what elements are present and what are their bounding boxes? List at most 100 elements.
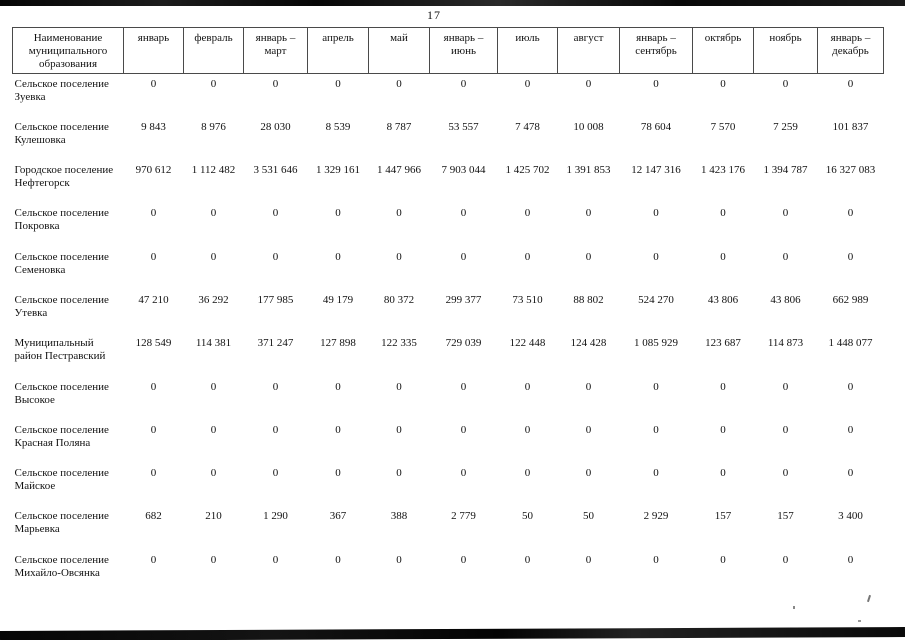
value-cell: 0 <box>150 380 157 393</box>
value-cell: 0 <box>150 467 157 480</box>
table-row: Сельское поселение Зуевка 0 0 0 0 0 0 0 0 0 0 0 0 <box>13 74 884 117</box>
value-cell: 0 <box>585 467 592 480</box>
value-cell: 7 570 <box>710 120 736 133</box>
value-cell: 28 030 <box>260 120 291 133</box>
value-cell: 157 <box>714 510 732 523</box>
value-cell: 0 <box>847 553 854 566</box>
value-cell: 0 <box>396 423 402 436</box>
value-cell: 0 <box>150 207 157 220</box>
value-cell: 0 <box>335 78 341 90</box>
value-cell: 9 843 <box>141 120 166 133</box>
value-cell: 0 <box>335 207 341 220</box>
value-cell: 0 <box>335 423 341 436</box>
value-cell: 0 <box>585 78 592 90</box>
value-cell: 0 <box>210 207 217 220</box>
value-cell: 3 400 <box>838 510 863 523</box>
value-cell: 1 290 <box>263 510 288 523</box>
value-cell: 0 <box>396 380 402 393</box>
value-cell: 12 147 316 <box>631 164 681 177</box>
scan-edge-top <box>0 0 905 6</box>
value-cell: 0 <box>272 467 279 480</box>
value-cell: 0 <box>210 467 217 480</box>
value-cell: 0 <box>782 467 789 480</box>
value-cell: 157 <box>777 510 794 523</box>
column-header: январь <box>123 27 184 74</box>
value-cell: 0 <box>782 380 789 393</box>
value-cell: 0 <box>585 423 592 436</box>
column-header: май <box>368 27 430 74</box>
table-row: Сельское поселение Кулешовка 9 843 8 976 28… <box>13 117 884 160</box>
value-cell: 1 085 929 <box>634 337 678 350</box>
value-cell: 128 549 <box>135 337 172 350</box>
value-cell: 0 <box>524 250 531 263</box>
value-cell: 0 <box>272 207 279 220</box>
value-cell: 0 <box>150 78 157 90</box>
scan-noise-mark <box>866 594 872 603</box>
value-cell: 1 391 853 <box>566 164 611 177</box>
value-cell: 367 <box>329 510 347 523</box>
value-cell: 0 <box>524 380 531 393</box>
scan-edge-bottom <box>0 627 905 640</box>
value-cell: 7 259 <box>773 120 798 133</box>
value-cell: 0 <box>782 78 789 90</box>
value-cell: 0 <box>210 423 217 436</box>
table-row: Сельское поселение Майское 0 0 0 0 0 0 0 0 0 0 0 0 <box>13 463 884 506</box>
value-cell: 123 687 <box>705 337 741 350</box>
municipality-name: Сельское поселение Михайло-Овсянка <box>14 553 109 579</box>
value-cell: 88 802 <box>573 293 604 306</box>
municipality-name: Сельское поселение Высокое <box>14 380 109 406</box>
table-row: Городское поселение Нефтегорск 970 612 1 1… <box>13 160 884 203</box>
value-cell: 101 837 <box>832 120 869 133</box>
value-cell: 50 <box>522 510 533 523</box>
value-cell: 0 <box>150 553 157 566</box>
value-cell: 0 <box>150 250 157 263</box>
value-cell: 0 <box>847 250 854 263</box>
value-cell: 53 557 <box>448 120 479 133</box>
value-cell: 122 335 <box>381 337 417 350</box>
value-cell: 729 039 <box>445 337 482 350</box>
value-cell: 0 <box>460 250 467 263</box>
value-cell: 0 <box>720 250 726 263</box>
table-row: Сельское поселение Михайло-Овсянка 0 0 0 0 0 0… <box>13 550 884 593</box>
column-header: апрель <box>307 27 369 74</box>
value-cell: 0 <box>335 250 341 263</box>
value-cell: 73 510 <box>512 293 543 306</box>
value-cell: 0 <box>210 553 217 566</box>
value-cell: 0 <box>460 207 467 220</box>
value-cell: 1 423 176 <box>701 164 745 177</box>
value-cell: 0 <box>335 380 341 393</box>
value-cell: 114 873 <box>767 337 804 350</box>
value-cell: 0 <box>847 423 854 436</box>
value-cell: 47 210 <box>138 293 169 306</box>
column-header: ноябрь <box>753 27 818 74</box>
value-cell: 0 <box>720 207 726 220</box>
value-cell: 0 <box>524 553 531 566</box>
value-cell: 50 <box>583 510 594 523</box>
value-cell: 0 <box>272 423 279 436</box>
value-cell: 0 <box>272 78 279 90</box>
value-cell: 16 327 083 <box>825 164 876 177</box>
value-cell: 0 <box>585 207 592 220</box>
value-cell: 371 247 <box>257 337 294 350</box>
value-cell: 970 612 <box>135 164 172 177</box>
table-row: Муниципальный район Пестравский 128 549 11… <box>13 333 884 376</box>
value-cell: 0 <box>396 78 402 90</box>
table-row: Сельское поселение Высокое 0 0 0 0 0 0 0 0 0 0 0 0 <box>13 377 884 420</box>
value-cell: 0 <box>396 207 402 220</box>
value-cell: 49 179 <box>322 293 354 306</box>
municipality-name: Сельское поселение Зуевка <box>14 78 109 103</box>
value-cell: 0 <box>782 553 789 566</box>
value-cell: 388 <box>390 510 408 523</box>
value-cell: 0 <box>782 207 789 220</box>
column-header: февраль <box>183 27 244 74</box>
value-cell: 0 <box>150 423 157 436</box>
column-header: январь – сентябрь <box>619 27 693 74</box>
value-cell: 0 <box>460 467 467 480</box>
column-header: январь – декабрь <box>817 27 884 74</box>
column-header: август <box>557 27 620 74</box>
value-cell: 0 <box>460 553 467 566</box>
value-cell: 299 377 <box>445 293 482 306</box>
value-cell: 2 929 <box>643 510 669 523</box>
value-cell: 0 <box>396 553 402 566</box>
value-cell: 0 <box>653 207 659 220</box>
